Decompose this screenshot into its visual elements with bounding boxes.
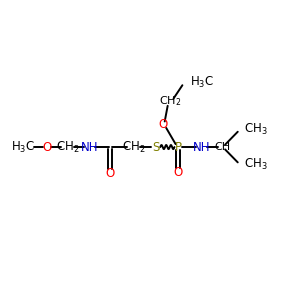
Text: S: S <box>152 141 160 154</box>
Text: CH$_2$: CH$_2$ <box>159 94 182 108</box>
Text: CH$_3$: CH$_3$ <box>244 122 268 137</box>
Text: CH$_3$: CH$_3$ <box>244 157 268 172</box>
Text: O: O <box>173 166 183 178</box>
Text: NH: NH <box>193 141 210 154</box>
Text: CH: CH <box>214 142 230 152</box>
Text: O: O <box>159 118 168 131</box>
Text: O: O <box>106 167 115 180</box>
Text: NH: NH <box>81 141 98 154</box>
Text: H$_3$C: H$_3$C <box>190 75 214 90</box>
Text: P: P <box>175 141 182 154</box>
Text: O: O <box>42 141 52 154</box>
Text: CH$_2$: CH$_2$ <box>122 140 146 154</box>
Text: CH$_2$: CH$_2$ <box>56 140 80 154</box>
Text: H$_3$C: H$_3$C <box>11 140 35 154</box>
